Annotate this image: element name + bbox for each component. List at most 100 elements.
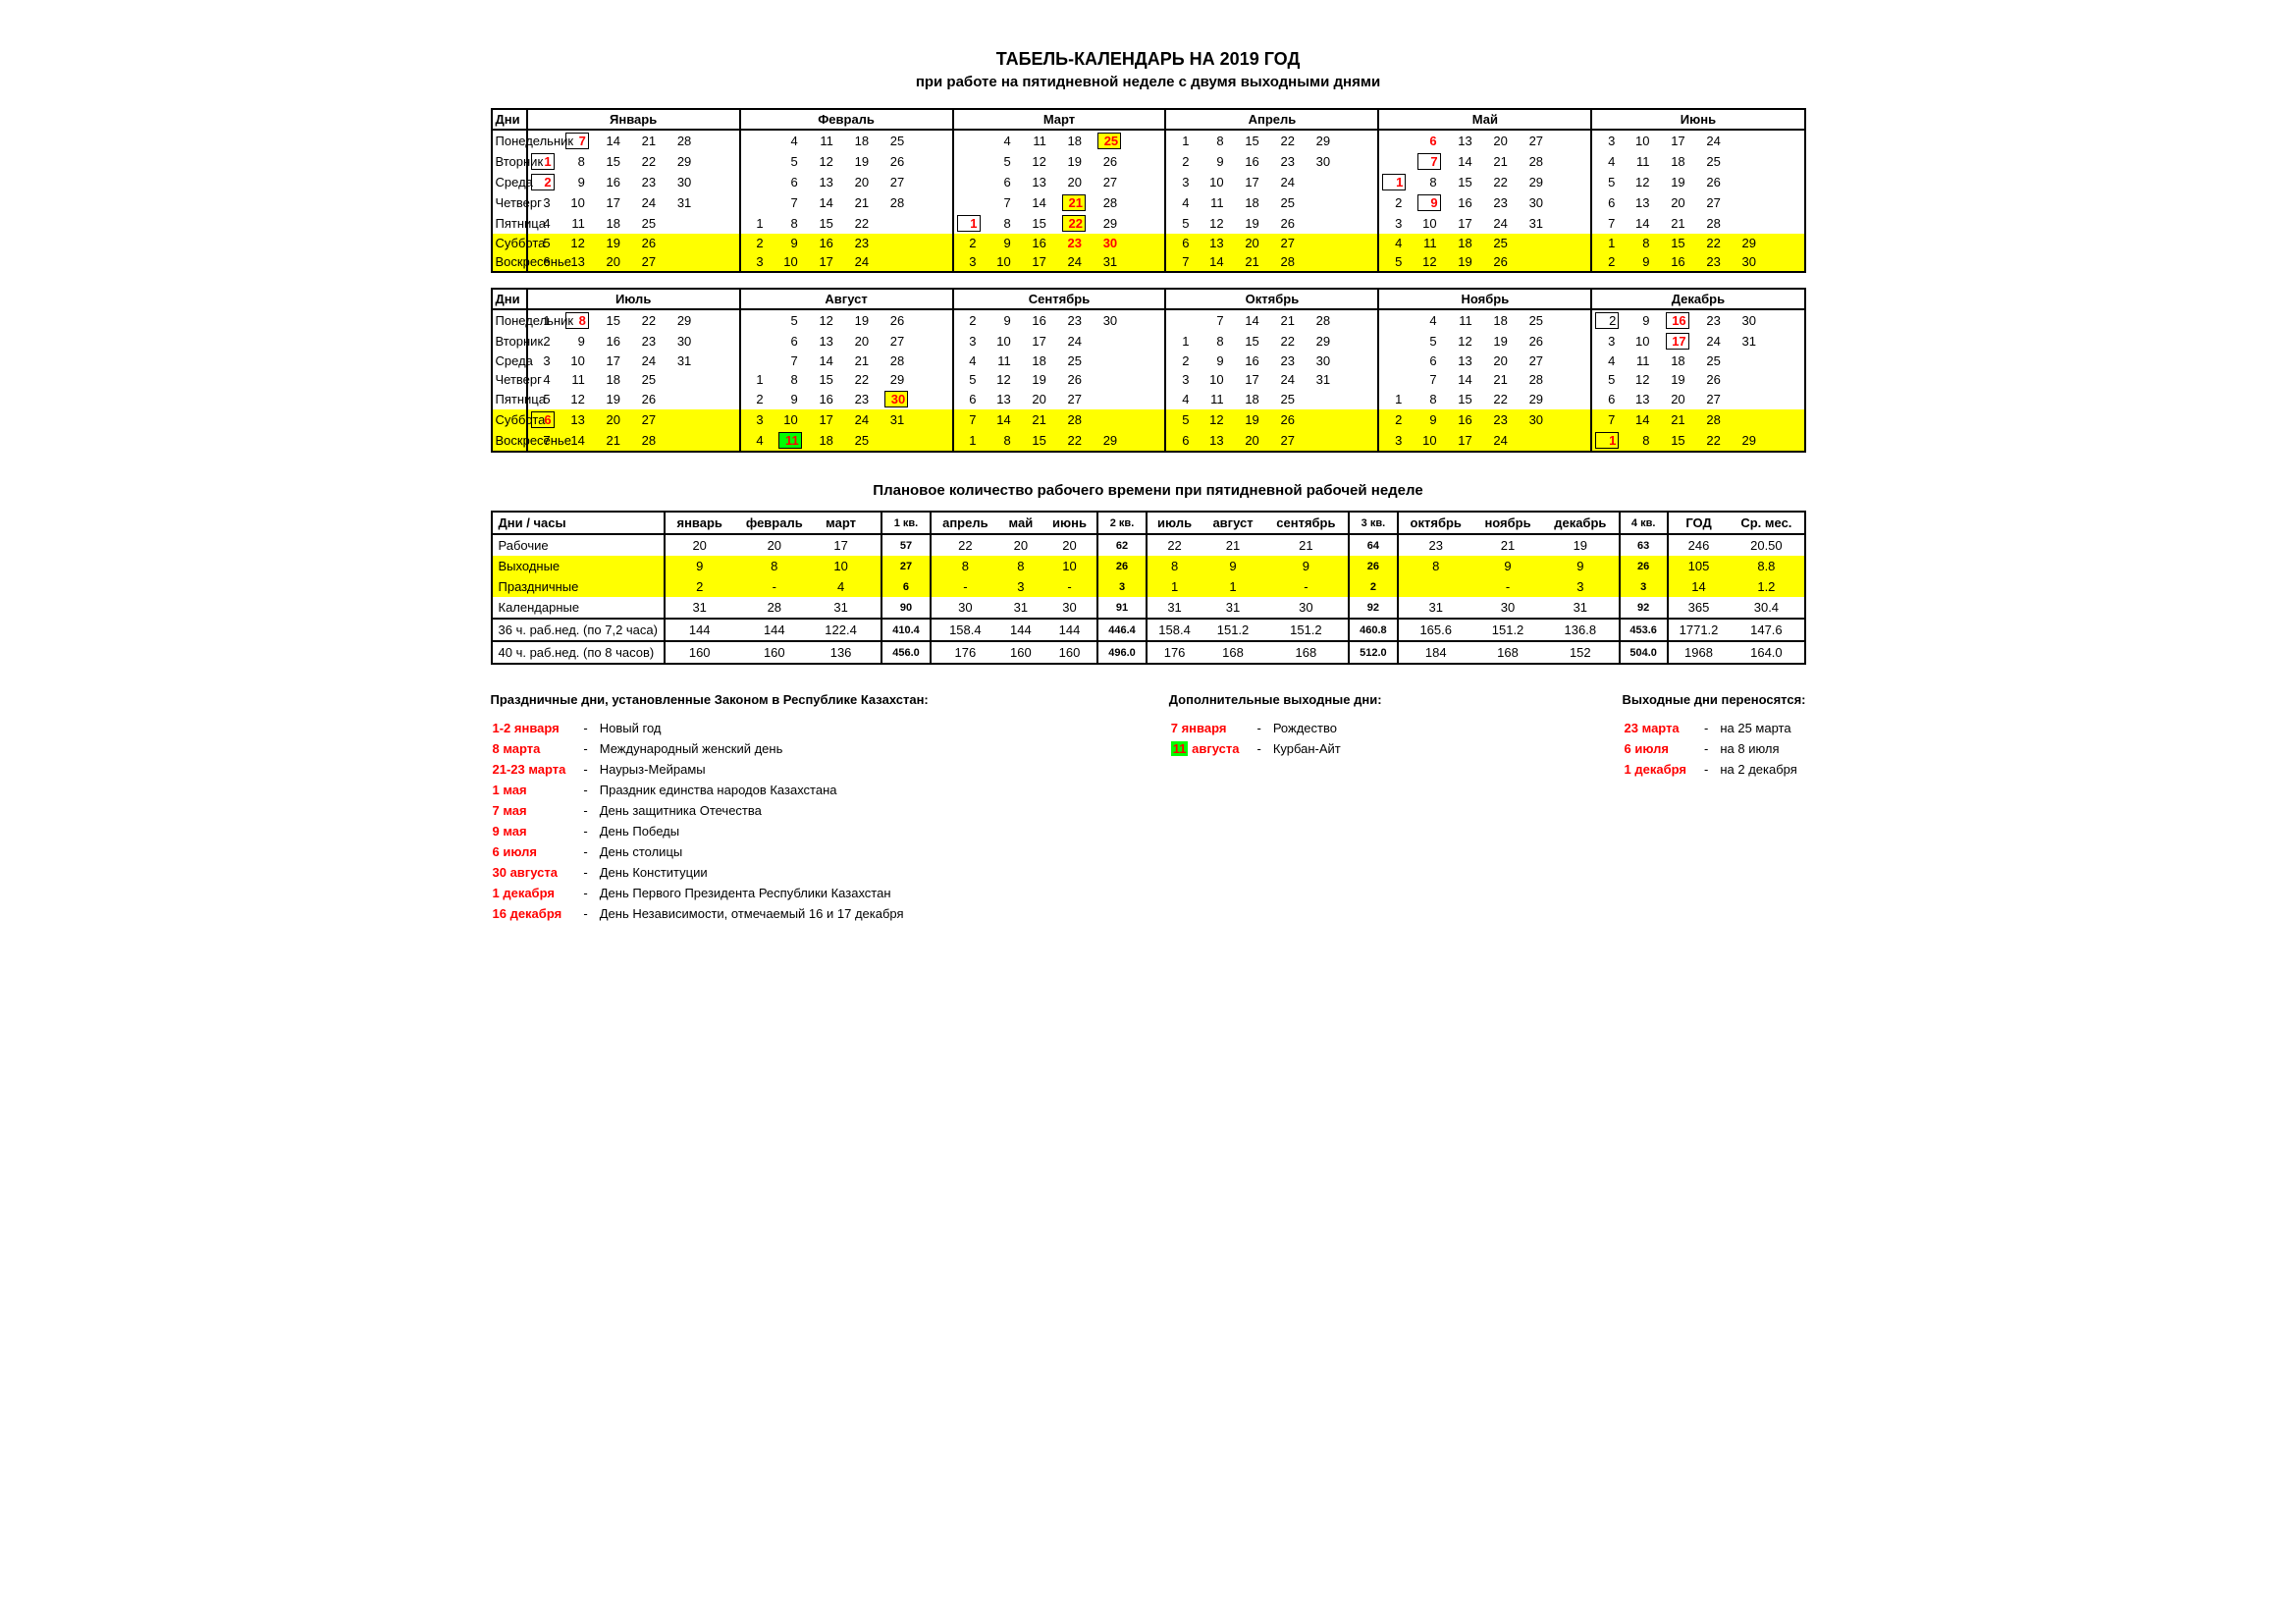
- cal-cell: 30: [1095, 309, 1130, 331]
- cal-cell: 25: [1095, 130, 1130, 151]
- cal-cell: 22: [1272, 331, 1308, 352]
- cal-cell: 22: [1272, 130, 1308, 151]
- cal-cell: 4: [953, 352, 988, 370]
- cal-cell: 6: [988, 172, 1024, 192]
- cal-cell: 25: [1698, 352, 1734, 370]
- cal-cell: 12: [1415, 252, 1450, 272]
- cal-cell: 13: [811, 331, 846, 352]
- note-dash: -: [573, 739, 597, 758]
- cal-cell: 16: [1450, 192, 1485, 213]
- note-text: Наурыз-Мейрамы: [600, 760, 910, 779]
- cal-cell: 4: [1165, 192, 1201, 213]
- cal-cell: 2: [740, 389, 775, 409]
- cal-cell: 17: [1663, 130, 1698, 151]
- cal-cell: [1556, 352, 1591, 370]
- sum-header: июль: [1147, 512, 1202, 534]
- cal-cell: 23: [846, 389, 881, 409]
- sum-header: октябрь: [1398, 512, 1473, 534]
- cal-cell: [740, 130, 775, 151]
- cal-cell: 15: [811, 370, 846, 389]
- sum-cell: 64: [1349, 534, 1397, 556]
- cal-cell: 14: [1237, 309, 1272, 331]
- cal-cell: 29: [1095, 430, 1130, 452]
- month-header: Июнь: [1591, 109, 1804, 130]
- cal-cell: 19: [1485, 331, 1521, 352]
- cal-cell: 29: [1521, 389, 1556, 409]
- cal-cell: 1: [527, 151, 562, 172]
- cal-cell: 19: [1450, 252, 1485, 272]
- sum-cell: 151.2: [1202, 619, 1264, 641]
- sum-cell: 21: [1473, 534, 1542, 556]
- cal-cell: 23: [633, 172, 668, 192]
- cal-cell: [1734, 192, 1769, 213]
- cal-cell: 21: [846, 352, 881, 370]
- cal-cell: [1343, 192, 1378, 213]
- cal-cell: 11: [1024, 130, 1059, 151]
- cal-cell: [1769, 409, 1804, 430]
- sum-cell: 92: [1620, 597, 1668, 619]
- cal-cell: [704, 331, 739, 352]
- moved-days-list: Выходные дни переносятся: 23 марта-на 25…: [1623, 692, 1806, 925]
- cal-cell: 7: [775, 192, 811, 213]
- cal-cell: 9: [1415, 192, 1450, 213]
- cal-cell: 30: [881, 389, 917, 409]
- month-header: Май: [1378, 109, 1591, 130]
- note-text: Курбан-Айт: [1273, 739, 1347, 758]
- sum-header: 3 кв.: [1349, 512, 1397, 534]
- sum-cell: 92: [1349, 597, 1397, 619]
- cal-cell: 6: [1415, 352, 1450, 370]
- cal-cell: 22: [1485, 172, 1521, 192]
- sum-cell: 90: [881, 597, 930, 619]
- day-label: Суббота: [492, 234, 527, 252]
- cal-cell: 16: [811, 234, 846, 252]
- note-text: Международный женский день: [600, 739, 910, 758]
- sum-cell: 504.0: [1620, 641, 1668, 664]
- sum-cell: 3: [1620, 576, 1668, 597]
- cal-cell: [917, 309, 952, 331]
- cal-cell: 1: [1165, 331, 1201, 352]
- note-date: 7 января: [1171, 719, 1246, 737]
- cal-cell: 15: [1450, 172, 1485, 192]
- cal-cell: [917, 130, 952, 151]
- cal-cell: [1521, 252, 1556, 272]
- cal-cell: 24: [1698, 130, 1734, 151]
- cal-cell: 17: [598, 192, 633, 213]
- sum-cell: 144: [999, 619, 1041, 641]
- cal-cell: [1308, 192, 1343, 213]
- sum-cell: 8: [733, 556, 815, 576]
- cal-cell: [1378, 370, 1414, 389]
- note-text: День Конституции: [600, 863, 910, 882]
- cal-cell: 21: [1663, 409, 1698, 430]
- cal-cell: 27: [633, 409, 668, 430]
- cal-cell: 26: [1485, 252, 1521, 272]
- cal-cell: 7: [953, 409, 988, 430]
- cal-cell: 5: [1415, 331, 1450, 352]
- cal-cell: [668, 370, 704, 389]
- cal-cell: [1769, 370, 1804, 389]
- sum-cell: -: [931, 576, 1000, 597]
- cal-cell: 16: [1237, 352, 1272, 370]
- cal-cell: 14: [598, 130, 633, 151]
- cal-cell: 11: [988, 352, 1024, 370]
- sum-header: декабрь: [1542, 512, 1619, 534]
- sum-cell: 27: [881, 556, 930, 576]
- day-label: Вторник: [492, 331, 527, 352]
- cal-cell: 5: [1165, 409, 1201, 430]
- cal-cell: 17: [1024, 331, 1059, 352]
- note-date: 9 мая: [493, 822, 572, 840]
- cal-cell: 8: [1628, 234, 1663, 252]
- cal-cell: [953, 130, 988, 151]
- cal-cell: 12: [811, 151, 846, 172]
- cal-cell: [1556, 252, 1591, 272]
- sum-cell: 9: [1473, 556, 1542, 576]
- note-dash: -: [1247, 739, 1270, 758]
- cal-cell: 26: [1521, 331, 1556, 352]
- cal-cell: 22: [846, 213, 881, 234]
- extra-days-list: Дополнительные выходные дни: 7 января-Ро…: [1169, 692, 1382, 925]
- sum-cell: 158.4: [1147, 619, 1202, 641]
- month-header: Февраль: [740, 109, 953, 130]
- sum-cell: 3: [1097, 576, 1146, 597]
- sum-cell: 8: [1398, 556, 1473, 576]
- cal-cell: [704, 172, 739, 192]
- cal-cell: 27: [1521, 130, 1556, 151]
